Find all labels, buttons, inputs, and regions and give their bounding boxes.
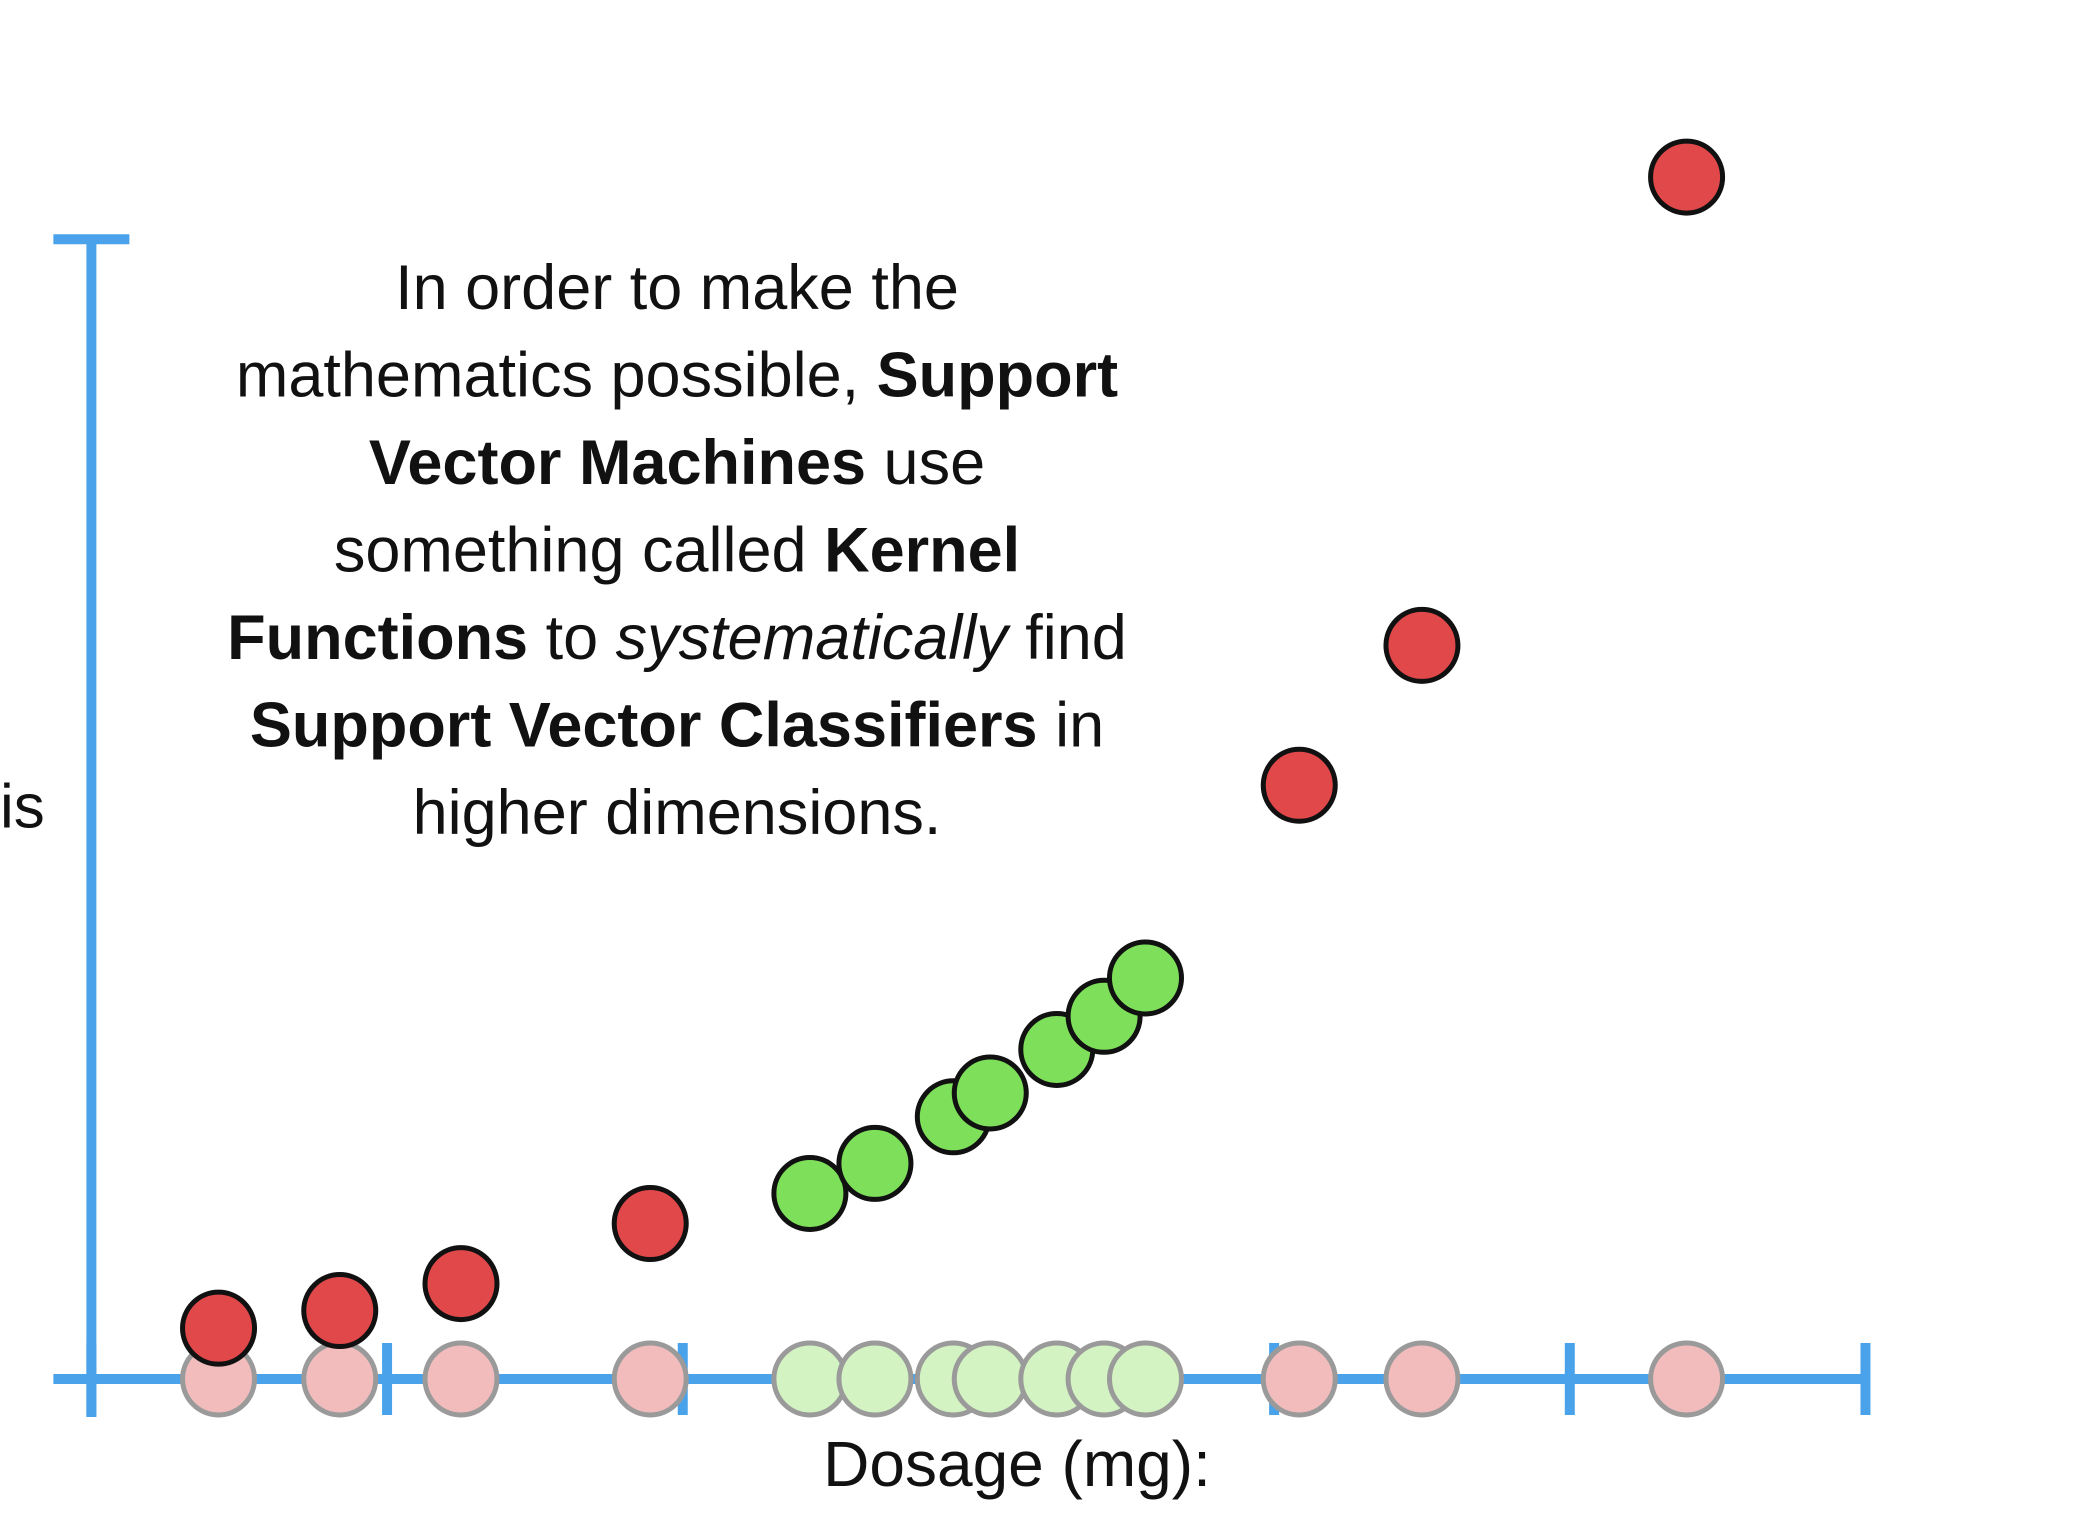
point xyxy=(951,1054,1029,1132)
note-run: In order to make the xyxy=(395,253,959,323)
note-run: something called xyxy=(334,515,824,585)
point xyxy=(1106,939,1184,1017)
projected-point xyxy=(301,1340,379,1418)
note-line: Functions to systematically find xyxy=(227,603,1127,673)
note: In order to make the mathematics possible… xyxy=(227,253,1127,848)
note-run: Functions xyxy=(227,603,528,673)
projected-point xyxy=(611,1340,689,1418)
note-run: Support xyxy=(877,340,1118,410)
point xyxy=(611,1185,689,1263)
note-run: in xyxy=(1038,690,1105,760)
note-run: higher dimensions. xyxy=(413,778,942,848)
projected-point xyxy=(1383,1340,1461,1418)
projected-point xyxy=(771,1340,849,1418)
point xyxy=(771,1154,849,1232)
note-line: Vector Machines use xyxy=(369,428,985,498)
note-run: mathematics possible, xyxy=(236,340,877,410)
note-run: use xyxy=(866,428,985,498)
note-run: Kernel xyxy=(824,515,1020,585)
note-run: systematically xyxy=(616,603,1012,673)
note-line: higher dimensions. xyxy=(413,778,942,848)
point xyxy=(1260,746,1338,824)
note-run: to xyxy=(528,603,616,673)
note-line: In order to make the xyxy=(395,253,959,323)
point xyxy=(301,1272,379,1350)
projected-point xyxy=(1106,1340,1184,1418)
note-line: Support Vector Classifiers in xyxy=(250,690,1104,760)
projected-point xyxy=(1648,1340,1726,1418)
note-run: find xyxy=(1008,603,1127,673)
note-line: mathematics possible, Support xyxy=(236,340,1118,410)
projected-point xyxy=(836,1340,914,1418)
projected-point xyxy=(1260,1340,1338,1418)
note-line: something called Kernel xyxy=(334,515,1020,585)
note-run: Support Vector Classifiers xyxy=(250,690,1038,760)
x-axis-label: Dosage (mg): xyxy=(823,1428,1211,1500)
point xyxy=(1648,138,1726,216)
projected-point xyxy=(951,1340,1029,1418)
point xyxy=(180,1289,258,1367)
point xyxy=(836,1124,914,1202)
point xyxy=(422,1245,500,1323)
point xyxy=(1383,606,1461,684)
cropped-label: is xyxy=(0,772,45,841)
projected-point xyxy=(422,1340,500,1418)
note-run: Vector Machines xyxy=(369,428,866,498)
